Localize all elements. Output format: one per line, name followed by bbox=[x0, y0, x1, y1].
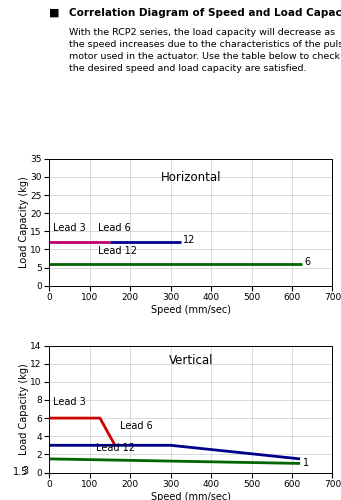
Text: Lead 6: Lead 6 bbox=[120, 421, 153, 431]
Text: 6: 6 bbox=[304, 257, 310, 267]
Text: 12: 12 bbox=[183, 236, 195, 246]
Text: Horizontal: Horizontal bbox=[161, 172, 221, 184]
Text: ■: ■ bbox=[49, 8, 60, 18]
Y-axis label: Load Capacity (kg): Load Capacity (kg) bbox=[19, 176, 29, 268]
Text: Correlation Diagram of Speed and Load Capacity: Correlation Diagram of Speed and Load Ca… bbox=[69, 8, 341, 18]
Text: 3: 3 bbox=[22, 466, 28, 475]
X-axis label: Speed (mm/sec): Speed (mm/sec) bbox=[151, 305, 231, 315]
Text: With the RCP2 series, the load capacity will decrease as
the speed increases due: With the RCP2 series, the load capacity … bbox=[69, 28, 341, 73]
Text: Lead 12: Lead 12 bbox=[98, 246, 137, 256]
X-axis label: Speed (mm/sec): Speed (mm/sec) bbox=[151, 492, 231, 500]
Text: 1: 1 bbox=[303, 458, 310, 468]
Text: Lead 3: Lead 3 bbox=[54, 397, 86, 407]
Text: Lead 6: Lead 6 bbox=[98, 223, 131, 233]
Text: Lead 12: Lead 12 bbox=[96, 443, 135, 453]
Text: Lead 3: Lead 3 bbox=[54, 223, 86, 233]
Text: Vertical: Vertical bbox=[169, 354, 213, 368]
Y-axis label: Load Capacity (kg): Load Capacity (kg) bbox=[19, 363, 29, 455]
Text: 1.5: 1.5 bbox=[13, 466, 28, 476]
